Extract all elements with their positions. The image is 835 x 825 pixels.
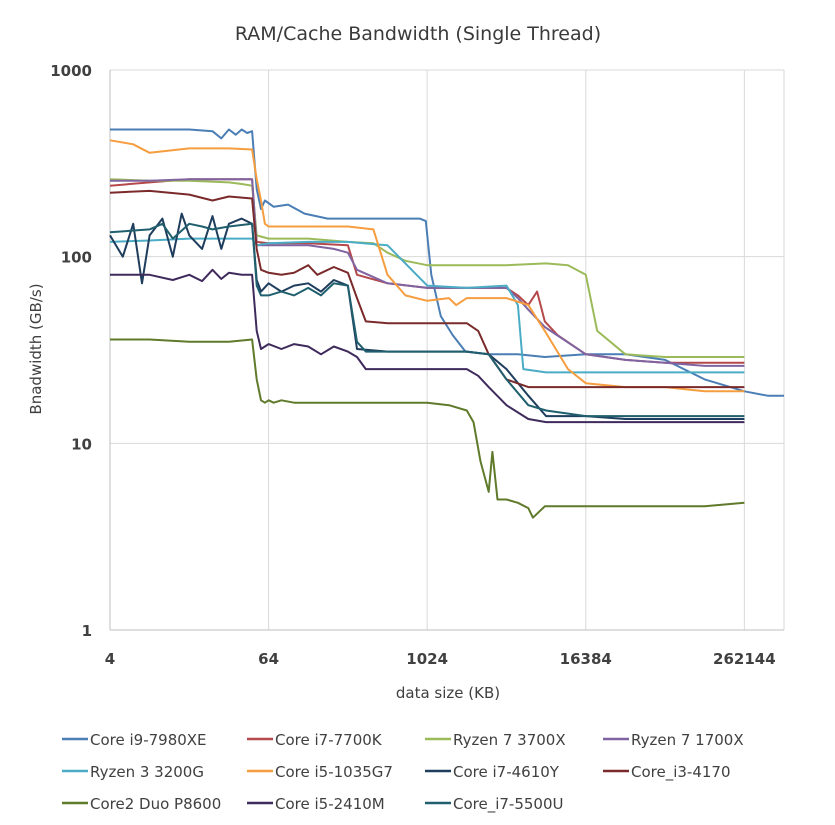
series-line-core2-duo-p8600 (110, 338, 745, 519)
legend-label: Core i9-7980XE (90, 731, 207, 749)
legend-label: Core2 Duo P8600 (90, 795, 221, 813)
y-tick-label: 10 (71, 435, 92, 453)
x-tick-label: 1024 (406, 650, 448, 668)
legend-label: Core i7-4610Y (453, 763, 560, 781)
x-tick-label: 262144 (713, 650, 776, 668)
y-axis-title: Bnadwidth (GB/s) (27, 283, 45, 414)
series-line-core-i9-7980xe (110, 128, 784, 397)
x-tick-label: 4 (105, 650, 115, 668)
x-axis-title: data size (KB) (396, 684, 500, 702)
legend-item: Core i7-4610Y (425, 763, 560, 781)
legend-label: Core_i3-4170 (631, 763, 731, 782)
series-line-core-i3-4170 (109, 189, 745, 389)
series-line-ryzen-7-1700x (110, 178, 745, 367)
legend-label: Core_i7-5500U (453, 795, 564, 814)
series-layer (109, 128, 784, 519)
legend-item: Ryzen 3 3200G (62, 763, 204, 781)
axes: 1 10 100 1000 4 64 1024 16384 262144 (50, 62, 784, 668)
legend-item: Ryzen 7 1700X (603, 731, 744, 749)
legend-item: Core i9-7980XE (62, 731, 207, 749)
legend-item: Core_i3-4170 (603, 763, 731, 782)
series-line-core-i5-2410m (110, 268, 745, 424)
y-tick-label: 100 (61, 249, 92, 267)
legend-item: Ryzen 7 3700X (425, 731, 566, 749)
legend-label: Core i7-7700K (275, 731, 383, 749)
series-line-ryzen-7-3700x (109, 178, 745, 358)
x-tick-label: 16384 (560, 650, 612, 668)
legend-label: Core i5-2410M (275, 795, 385, 813)
y-tick-label: 1 (82, 622, 92, 640)
series-line-ryzen-3-3200g (109, 237, 745, 374)
legend-item: Core i5-2410M (247, 795, 385, 813)
legend-item: Core i7-7700K (247, 731, 383, 749)
legend-label: Core i5-1035G7 (275, 763, 393, 781)
y-tick-label: 1000 (50, 62, 92, 80)
chart-title: RAM/Cache Bandwidth (Single Thread) (235, 23, 601, 45)
series-line-core-i7-5500u (109, 222, 745, 418)
legend-label: Ryzen 7 3700X (453, 731, 566, 749)
legend-item: Core_i7-5500U (425, 795, 564, 814)
grid-lines (109, 69, 785, 631)
x-tick-label: 64 (258, 650, 279, 668)
legend-label: Ryzen 3 3200G (90, 763, 204, 781)
legend-item: Core2 Duo P8600 (62, 795, 221, 813)
legend-label: Ryzen 7 1700X (631, 731, 744, 749)
series-line-core-i5-1035g7 (109, 139, 745, 393)
legend-item: Core i5-1035G7 (247, 763, 393, 781)
legend: Core i9-7980XE Core i7-7700K Ryzen 7 3700X… (62, 731, 744, 814)
